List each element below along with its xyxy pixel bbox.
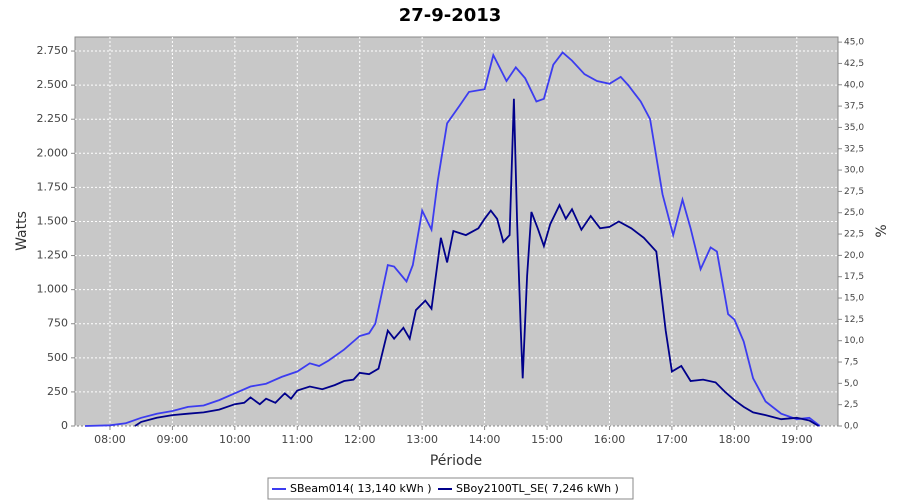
y2-tick-label: 35,0 <box>844 123 864 133</box>
y2-tick-label: 25,0 <box>844 208 864 218</box>
legend-label: SBoy2100TL_SE( 7,246 kWh ) <box>456 482 619 495</box>
y-tick-label: 0 <box>61 419 68 432</box>
y2-tick-label: 10,0 <box>844 336 864 346</box>
x-tick-label: 16:00 <box>594 433 626 446</box>
x-tick-label: 14:00 <box>469 433 501 446</box>
y2-tick-label: 17,5 <box>844 272 864 282</box>
x-tick-label: 09:00 <box>157 433 189 446</box>
y2-axis-label: % <box>874 224 890 237</box>
x-tick-label: 17:00 <box>656 433 688 446</box>
series-line <box>134 98 820 427</box>
y2-tick-label: 12,5 <box>844 315 864 325</box>
y2-tick-label: 2,5 <box>844 400 858 410</box>
y2-tick-label: 30,0 <box>844 166 864 176</box>
y-tick-label: 500 <box>47 351 68 364</box>
x-axis-label: Période <box>430 453 482 469</box>
y-tick-label: 250 <box>47 385 68 398</box>
x-tick-label: 19:00 <box>781 433 813 446</box>
y-tick-label: 2.000 <box>37 146 69 159</box>
y-tick-label: 1.000 <box>37 283 69 296</box>
y2-tick-label: 45,0 <box>844 38 864 48</box>
y-tick-label: 2.500 <box>37 78 69 91</box>
legend-label: SBeam014( 13,140 kWh ) <box>290 482 432 495</box>
x-tick-label: 10:00 <box>219 433 251 446</box>
y2-tick-label: 37,5 <box>844 102 864 112</box>
x-tick-label: 15:00 <box>531 433 563 446</box>
y-tick-label: 750 <box>47 317 68 330</box>
y2-tick-label: 15,0 <box>844 294 864 304</box>
y-axis-label: Watts <box>14 211 30 251</box>
y2-tick-label: 0,0 <box>844 422 859 432</box>
y2-tick-label: 5,0 <box>844 379 859 389</box>
y2-tick-label: 20,0 <box>844 251 864 261</box>
y-tick-label: 2.250 <box>37 112 69 125</box>
y-tick-label: 1.750 <box>37 180 69 193</box>
series-line <box>84 51 821 427</box>
x-tick-label: 13:00 <box>406 433 438 446</box>
y2-tick-label: 22,5 <box>844 230 864 240</box>
x-tick-label: 08:00 <box>94 433 126 446</box>
y2-tick-label: 27,5 <box>844 187 864 197</box>
y2-tick-label: 32,5 <box>844 144 864 154</box>
y2-tick-label: 40,0 <box>844 80 864 90</box>
x-tick-label: 12:00 <box>344 433 376 446</box>
chart-title: 27-9-2013 <box>399 5 502 26</box>
y-tick-label: 1.250 <box>37 249 69 262</box>
x-tick-label: 11:00 <box>281 433 313 446</box>
y2-tick-label: 42,5 <box>844 59 864 69</box>
y-tick-label: 2.750 <box>37 44 69 57</box>
x-tick-label: 18:00 <box>719 433 751 446</box>
y2-tick-label: 7,5 <box>844 358 858 368</box>
y-tick-label: 1.500 <box>37 214 69 227</box>
